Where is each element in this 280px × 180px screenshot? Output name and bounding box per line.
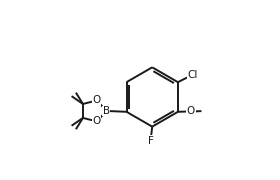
Text: O: O [187, 106, 195, 116]
Text: B: B [103, 106, 110, 116]
Text: Cl: Cl [187, 70, 197, 80]
Text: O: O [93, 95, 101, 105]
Text: O: O [93, 116, 101, 126]
Text: F: F [148, 136, 154, 146]
